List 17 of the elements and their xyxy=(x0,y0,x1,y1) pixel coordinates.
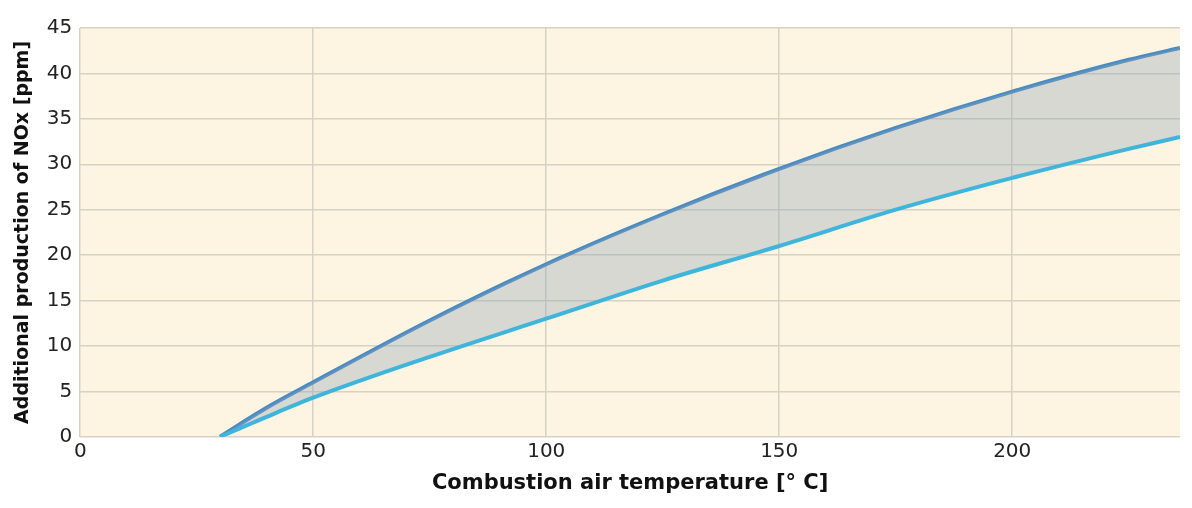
y-tick-label: 5 xyxy=(59,377,73,402)
y-tick-label: 45 xyxy=(46,14,73,39)
x-tick-label: 150 xyxy=(760,438,799,462)
y-tick-label: 30 xyxy=(46,150,73,175)
x-tick-label: 50 xyxy=(300,438,326,462)
x-tick-label: 100 xyxy=(527,438,566,462)
x-axis-title: Combustion air temperature [° C] xyxy=(431,469,829,494)
y-tick-label: 40 xyxy=(46,59,73,84)
y-tick-label: 20 xyxy=(46,241,73,266)
y-axis-title: Additional production of NOx [ppm] xyxy=(10,40,33,424)
y-tick-label: 15 xyxy=(46,286,73,311)
y-tick-label: 10 xyxy=(46,332,73,357)
y-tick-label: 0 xyxy=(59,423,73,447)
y-tick-label: 25 xyxy=(46,195,73,220)
line-series xyxy=(218,135,1180,437)
x-tick-label: 200 xyxy=(993,438,1032,462)
y-tick-label: 35 xyxy=(46,105,73,130)
